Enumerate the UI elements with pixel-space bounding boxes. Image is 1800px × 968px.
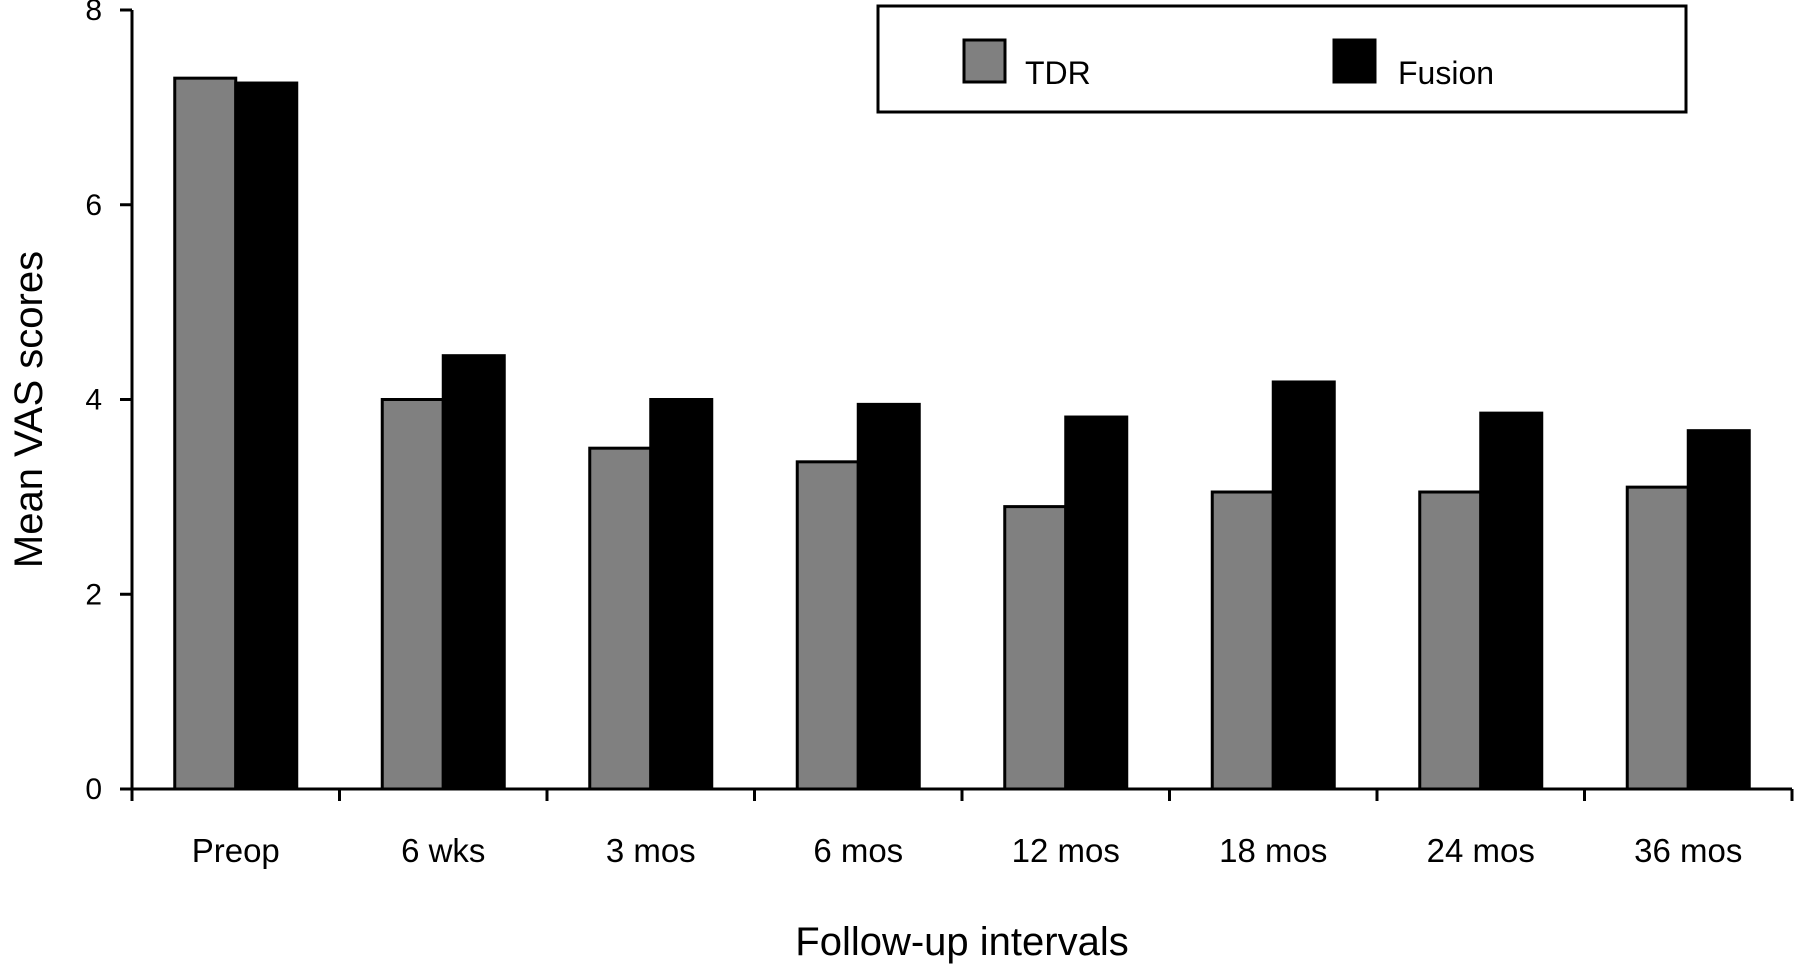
bar-tdr-2 (588, 446, 653, 791)
legend-label-fusion: Fusion (1398, 55, 1494, 91)
bar-fusion-5 (1271, 380, 1336, 791)
bar-fusion-3 (856, 402, 921, 791)
legend-swatch-fusion (1332, 38, 1377, 84)
legend-label-tdr: TDR (1025, 55, 1091, 91)
y-axis-ticks: 0 2 4 6 8 (85, 0, 132, 806)
bar-fusion-7 (1686, 429, 1751, 791)
x-tick-label: 24 mos (1427, 832, 1535, 869)
bar-tdr-4 (1003, 505, 1068, 791)
y-tick-label-8: 8 (85, 0, 102, 27)
bar-fusion-0 (234, 81, 299, 791)
x-tick-label: 6 wks (401, 832, 485, 869)
bar-tdr-0 (173, 76, 238, 791)
y-tick-label-0: 0 (85, 773, 102, 806)
bar-fusion-4 (1064, 415, 1129, 791)
bar-fusion-2 (649, 398, 714, 791)
legend-box (876, 4, 1688, 114)
x-tick-label: 36 mos (1634, 832, 1742, 869)
x-axis-title: Follow-up intervals (795, 920, 1128, 964)
bar-tdr-1 (380, 398, 445, 791)
y-tick-label-6: 6 (85, 189, 102, 222)
y-tick-label-2: 2 (85, 578, 102, 611)
y-axis-title: Mean VAS scores (7, 251, 51, 568)
x-tick-label: 12 mos (1012, 832, 1120, 869)
bar-tdr-5 (1210, 490, 1275, 791)
x-axis-ticks: Preop 6 wks 3 mos 6 mos 12 mos 18 mos 24 mos 36… (130, 789, 1794, 869)
bar-tdr-3 (795, 460, 860, 791)
bars (173, 76, 1751, 791)
legend: TDR Fusion (876, 4, 1688, 114)
bar-tdr-6 (1418, 490, 1483, 791)
bar-tdr-7 (1625, 485, 1690, 791)
x-tick-label: 18 mos (1219, 832, 1327, 869)
x-tick-label: 6 mos (813, 832, 903, 869)
x-tick-label: Preop (192, 832, 280, 869)
legend-swatch-tdr (962, 38, 1007, 84)
y-tick-label-4: 4 (85, 384, 102, 417)
x-tick-label: 3 mos (606, 832, 696, 869)
bar-fusion-6 (1479, 411, 1544, 791)
bar-fusion-1 (441, 354, 506, 791)
